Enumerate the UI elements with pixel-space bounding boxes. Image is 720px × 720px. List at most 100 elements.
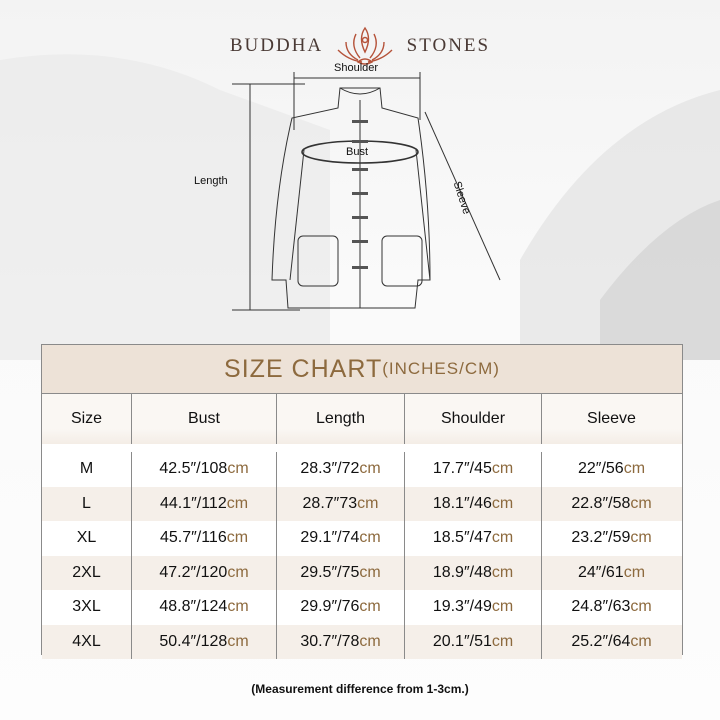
- cell-shoulder: 20.1″/51 cm: [405, 624, 542, 659]
- cell-value: 24.8″/63: [571, 598, 631, 616]
- cell-value: 4XL: [72, 632, 101, 650]
- unit-suffix: cm: [491, 460, 514, 478]
- cell-value: 18.5″/47: [432, 529, 492, 547]
- measurement-note: (Measurement difference from 1-3cm.): [251, 682, 469, 696]
- cell-sleeve: 23.2″/59 cm: [542, 521, 681, 556]
- cell-shoulder: 17.7″/45 cm: [405, 452, 542, 487]
- cell-value: 47.2″/120: [159, 563, 228, 581]
- cell-value: 29.1″/74: [300, 529, 360, 547]
- cell-sleeve: 22″/56 cm: [542, 452, 681, 487]
- unit-suffix: cm: [226, 494, 249, 512]
- unit-suffix: cm: [491, 632, 514, 650]
- unit-suffix: cm: [226, 529, 249, 547]
- unit-suffix: cm: [491, 563, 514, 581]
- table-row: M 42.5″/108 cm 28.3″/72 cm 17.7″/45 cm 22″/56 cm: [42, 452, 682, 487]
- unit-suffix: cm: [359, 598, 381, 616]
- cell-bust: 48.8″/124 cm: [132, 590, 277, 625]
- cell-sleeve: 24.8″/63 cm: [542, 590, 681, 625]
- header-size: Size: [42, 394, 132, 444]
- lotus-meditation-icon: [337, 26, 393, 65]
- cell-bust: 45.7″/116 cm: [132, 521, 277, 556]
- unit-suffix: cm: [227, 598, 249, 616]
- unit-suffix: cm: [359, 460, 381, 478]
- unit-suffix: cm: [357, 494, 379, 512]
- cell-bust: 42.5″/108 cm: [132, 452, 277, 487]
- cell-size: M: [42, 452, 132, 487]
- cell-shoulder: 19.3″/49 cm: [405, 590, 542, 625]
- cell-value: M: [79, 460, 94, 478]
- unit-suffix: cm: [359, 529, 381, 547]
- unit-suffix: cm: [630, 494, 652, 512]
- table-row: XL 45.7″/116 cm 29.1″/74 cm 18.5″/47 cm 23.2″/5…: [42, 521, 682, 556]
- unit-suffix: cm: [623, 460, 646, 478]
- header-shoulder: Shoulder: [405, 394, 542, 444]
- unit-suffix: cm: [359, 563, 381, 581]
- cell-shoulder: 18.1″/46 cm: [405, 486, 542, 521]
- cell-size: 3XL: [42, 590, 132, 625]
- length-label: Length: [194, 175, 228, 187]
- unit-suffix: cm: [491, 529, 514, 547]
- unit-suffix: cm: [623, 563, 646, 581]
- cell-value: 18.1″/46: [432, 494, 492, 512]
- cell-value: 23.2″/59: [571, 529, 631, 547]
- cell-value: 19.3″/49: [432, 598, 492, 616]
- cell-value: 30.7″/78: [300, 632, 360, 650]
- unit-suffix: cm: [227, 460, 249, 478]
- cell-value: 28.3″/72: [300, 460, 360, 478]
- cell-value: L: [82, 494, 91, 512]
- table-row: 4XL 50.4″/128 cm 30.7″/78 cm 20.1″/51 cm 25.2″/…: [42, 624, 682, 660]
- table-row: 2XL 47.2″/120 cm 29.5″/75 cm 18.9″/48 cm 24″/61…: [42, 555, 682, 591]
- cell-length: 29.9″/76 cm: [277, 590, 405, 625]
- unit-suffix: cm: [227, 563, 249, 581]
- unit-suffix: cm: [630, 632, 652, 650]
- cell-sleeve: 25.2″/64 cm: [542, 625, 681, 660]
- size-chart-title: SIZE CHART (INCHES/CM): [42, 345, 682, 394]
- cell-value: 50.4″/128: [159, 632, 228, 650]
- cell-size: L: [42, 486, 132, 521]
- unit-suffix: cm: [227, 632, 249, 650]
- cell-size: 2XL: [42, 555, 132, 590]
- unit-suffix: cm: [491, 598, 514, 616]
- unit-suffix: cm: [491, 494, 514, 512]
- unit-suffix: cm: [359, 632, 381, 650]
- cell-value: 22.8″/58: [571, 494, 631, 512]
- table-row: 3XL 48.8″/124 cm 29.9″/76 cm 19.3″/49 cm 24.8″/…: [42, 590, 682, 625]
- size-chart-table: SIZE CHART (INCHES/CM) Size Bust Length S…: [41, 344, 683, 659]
- cell-sleeve: 22.8″/58 cm: [542, 487, 681, 522]
- cell-value: 20.1″/51: [432, 632, 492, 650]
- cell-length: 29.1″/74 cm: [277, 521, 405, 556]
- brand-name-left: BUDDHA: [229, 35, 324, 56]
- title-units: (INCHES/CM): [382, 359, 500, 378]
- cell-shoulder: 18.9″/48 cm: [405, 555, 542, 590]
- cell-length: 28.3″/72 cm: [277, 452, 405, 487]
- shoulder-label: Shoulder: [334, 62, 379, 74]
- cell-value: 24″/61: [577, 563, 624, 581]
- cell-bust: 44.1″/112 cm: [132, 486, 277, 521]
- cell-value: 2XL: [72, 563, 101, 581]
- cell-value: 17.7″/45: [432, 460, 492, 478]
- mountain-background: [0, 54, 720, 360]
- cell-value: 29.5″/75: [300, 563, 360, 581]
- cell-size: 4XL: [42, 624, 132, 659]
- title-text: SIZE CHART: [224, 354, 383, 383]
- cell-value: 48.8″/124: [159, 598, 228, 616]
- cell-value: 42.5″/108: [159, 460, 228, 478]
- brand-logo: BUDDHA STONES: [0, 26, 720, 66]
- cell-value: 28.7″73: [302, 494, 358, 512]
- cell-shoulder: 18.5″/47 cm: [405, 521, 542, 556]
- header-bust: Bust: [132, 394, 277, 444]
- cell-sleeve: 24″/61 cm: [542, 556, 681, 591]
- brand-name-right: STONES: [406, 35, 491, 56]
- cell-value: 3XL: [72, 598, 101, 616]
- cell-value: 22″/56: [577, 460, 624, 478]
- cell-bust: 50.4″/128 cm: [132, 624, 277, 659]
- cell-length: 30.7″/78 cm: [277, 624, 405, 659]
- table-row: L 44.1″/112 cm 28.7″73 cm 18.1″/46 cm 22.8″/58 c…: [42, 486, 682, 522]
- cell-size: XL: [42, 521, 132, 556]
- cell-value: 44.1″/112: [159, 494, 227, 512]
- cell-value: 29.9″/76: [300, 598, 360, 616]
- header-sleeve: Sleeve: [587, 410, 636, 427]
- header-length: Length: [277, 394, 405, 444]
- cell-value: XL: [76, 529, 97, 547]
- unit-suffix: cm: [630, 598, 652, 616]
